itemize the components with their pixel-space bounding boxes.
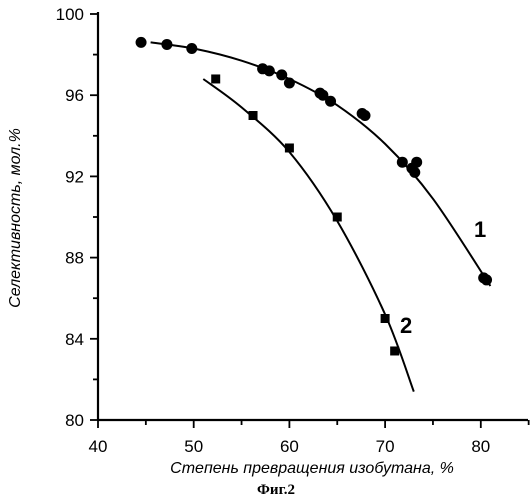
series-label-1: 1: [474, 217, 486, 242]
x-tick-label: 60: [280, 437, 299, 456]
y-tick-label: 96: [65, 86, 84, 105]
data-point-2: [381, 314, 390, 323]
data-point-2: [285, 143, 294, 152]
data-point-1: [264, 65, 275, 76]
data-point-1: [409, 167, 420, 178]
data-point-2: [211, 74, 220, 83]
data-point-2: [333, 213, 342, 222]
data-point-1: [325, 96, 336, 107]
y-tick-label: 92: [65, 167, 84, 186]
data-point-1: [411, 157, 422, 168]
x-tick-label: 40: [89, 437, 108, 456]
y-tick-label: 100: [56, 5, 84, 24]
data-point-2: [390, 346, 399, 355]
axes: [98, 12, 528, 420]
data-point-1: [136, 37, 147, 48]
y-tick-label: 88: [65, 249, 84, 268]
x-tick-label: 80: [471, 437, 490, 456]
data-point-1: [186, 43, 197, 54]
fit-curve-2: [203, 79, 413, 392]
data-point-1: [161, 39, 172, 50]
ticks: 40 50 60 70 80 80 84 88 92 96 100: [56, 5, 529, 456]
data-point-1: [276, 69, 287, 80]
data-point-1: [397, 157, 408, 168]
data-point-2: [249, 111, 258, 120]
figure-caption: Фиг.2: [257, 482, 295, 498]
fit-curve-1: [151, 42, 491, 286]
y-tick-label: 84: [65, 330, 84, 349]
data-point-1: [284, 78, 295, 89]
x-axis-label: Степень превращения изобутана, %: [170, 460, 454, 477]
y-tick-label: 80: [65, 411, 84, 430]
x-tick-label: 70: [376, 437, 395, 456]
x-tick-label: 50: [184, 437, 203, 456]
data-points: [136, 37, 492, 356]
data-point-1: [360, 110, 371, 121]
y-axis-label: Селективность, мол.%: [7, 128, 24, 308]
data-point-1: [481, 274, 492, 285]
series-label-2: 2: [400, 313, 412, 338]
